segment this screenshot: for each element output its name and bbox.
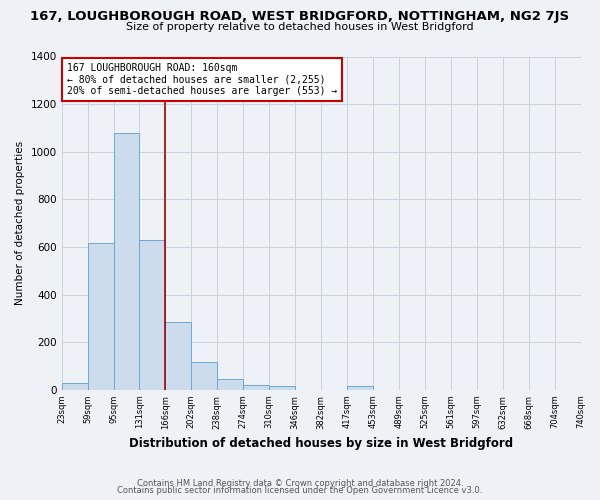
Bar [62,382,88,390]
Bar [217,379,243,390]
Bar [243,385,269,390]
Text: 167, LOUGHBOROUGH ROAD, WEST BRIDGFORD, NOTTINGHAM, NG2 7JS: 167, LOUGHBOROUGH ROAD, WEST BRIDGFORD, … [31,10,569,23]
Bar [347,386,373,390]
Bar [113,132,139,390]
Text: 167 LOUGHBOROUGH ROAD: 160sqm
← 80% of detached houses are smaller (2,255)
20% o: 167 LOUGHBOROUGH ROAD: 160sqm ← 80% of d… [67,63,337,96]
Y-axis label: Number of detached properties: Number of detached properties [15,141,25,305]
Text: Contains public sector information licensed under the Open Government Licence v3: Contains public sector information licen… [118,486,482,495]
Bar [139,240,166,390]
X-axis label: Distribution of detached houses by size in West Bridgford: Distribution of detached houses by size … [129,437,513,450]
Text: Contains HM Land Registry data © Crown copyright and database right 2024.: Contains HM Land Registry data © Crown c… [137,478,463,488]
Bar [88,244,113,390]
Text: Size of property relative to detached houses in West Bridgford: Size of property relative to detached ho… [126,22,474,32]
Bar [166,322,191,390]
Bar [191,362,217,390]
Bar [269,386,295,390]
